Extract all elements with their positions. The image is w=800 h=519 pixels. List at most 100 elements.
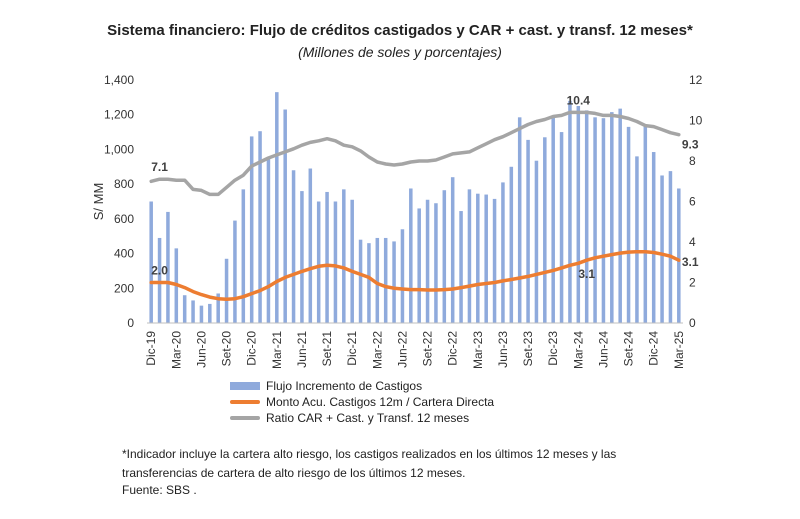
bar bbox=[358, 239, 363, 323]
bar bbox=[342, 189, 346, 323]
bar bbox=[216, 293, 220, 323]
bar bbox=[308, 168, 313, 323]
bar bbox=[300, 191, 304, 323]
bar bbox=[517, 117, 522, 323]
bar bbox=[350, 199, 354, 323]
x-tick-label: Jun-22 bbox=[395, 331, 409, 368]
bar bbox=[157, 237, 162, 323]
bar bbox=[325, 191, 329, 323]
bar bbox=[476, 193, 480, 323]
y2-tick-label: 10 bbox=[689, 114, 703, 128]
bar bbox=[543, 137, 547, 323]
bar bbox=[576, 106, 581, 324]
bar bbox=[400, 229, 405, 323]
bar bbox=[149, 201, 153, 323]
bar bbox=[450, 177, 455, 323]
y-tick-label: 1,400 bbox=[104, 73, 134, 87]
x-tick-label: Mar-24 bbox=[571, 331, 585, 369]
bar bbox=[467, 189, 472, 323]
bar bbox=[291, 170, 296, 323]
data-label: 3.1 bbox=[578, 267, 595, 281]
y-tick-label: 1,000 bbox=[104, 142, 134, 156]
bar bbox=[635, 156, 639, 323]
y2-tick-label: 12 bbox=[689, 73, 703, 87]
bar bbox=[601, 118, 606, 323]
bar bbox=[199, 305, 204, 323]
bar bbox=[417, 208, 421, 323]
bar bbox=[275, 92, 279, 324]
legend-swatch-ratio bbox=[230, 416, 260, 420]
castigos-line bbox=[149, 249, 681, 302]
bar bbox=[559, 132, 564, 323]
bar bbox=[677, 188, 681, 323]
x-tick-label: Dic-20 bbox=[245, 331, 259, 366]
x-tick-label: Jun-21 bbox=[295, 331, 309, 368]
y2-tick-label: 4 bbox=[689, 235, 696, 249]
bar bbox=[610, 112, 614, 323]
bar bbox=[182, 295, 187, 323]
bar bbox=[249, 136, 254, 323]
bar bbox=[166, 211, 170, 323]
bar bbox=[584, 110, 589, 323]
bar bbox=[266, 158, 271, 323]
data-label: 7.1 bbox=[151, 160, 168, 174]
bar bbox=[660, 175, 664, 323]
bar bbox=[668, 171, 673, 323]
bar bbox=[258, 131, 262, 323]
bar bbox=[316, 201, 321, 323]
legend-item-bars: Flujo Incremento de Castigos bbox=[230, 378, 494, 394]
bar bbox=[568, 100, 572, 323]
x-tick-label: Mar-25 bbox=[672, 331, 686, 369]
x-tick-label: Set-20 bbox=[220, 331, 234, 367]
x-tick-label: Dic-21 bbox=[345, 331, 359, 366]
bar bbox=[459, 211, 463, 323]
legend-item-castigos: Monto Acu. Castigos 12m / Cartera Direct… bbox=[230, 394, 494, 410]
y2-tick-label: 6 bbox=[689, 195, 696, 209]
bar bbox=[409, 188, 413, 323]
bar bbox=[434, 203, 438, 323]
data-label: 2.0 bbox=[151, 264, 168, 278]
bar bbox=[283, 109, 287, 323]
legend-label-bars: Flujo Incremento de Castigos bbox=[266, 379, 423, 393]
source-note: Fuente: SBS . bbox=[122, 483, 197, 497]
bar bbox=[392, 241, 396, 323]
footnote: *Indicador incluye la cartera alto riesg… bbox=[122, 447, 617, 480]
bar bbox=[484, 194, 488, 323]
bar bbox=[492, 198, 497, 323]
x-tick-label: Set-22 bbox=[421, 331, 435, 367]
x-tick-label: Dic-24 bbox=[647, 331, 661, 366]
x-tick-label: Mar-22 bbox=[370, 331, 384, 369]
y-tick-label: 1,200 bbox=[104, 108, 134, 122]
y-tick-label: 0 bbox=[127, 316, 134, 330]
data-label: 9.3 bbox=[682, 138, 699, 152]
bar bbox=[534, 160, 539, 323]
legend: Flujo Incremento de Castigos Monto Acu. … bbox=[230, 378, 494, 426]
bar bbox=[509, 166, 514, 323]
x-tick-label: Mar-23 bbox=[471, 331, 485, 369]
x-tick-label: Jun-20 bbox=[194, 331, 208, 368]
bar bbox=[233, 220, 237, 323]
bar bbox=[383, 237, 388, 323]
y-tick-label: 400 bbox=[114, 247, 134, 261]
bar bbox=[442, 190, 447, 323]
ratio-line bbox=[149, 110, 681, 197]
y2-tick-label: 8 bbox=[689, 154, 696, 168]
x-tick-label: Dic-19 bbox=[144, 331, 158, 366]
bar bbox=[651, 152, 656, 323]
bar bbox=[551, 115, 555, 323]
bar bbox=[425, 199, 430, 323]
bar bbox=[367, 243, 371, 323]
legend-item-ratio: Ratio CAR + Cast. y Transf. 12 meses bbox=[230, 410, 494, 426]
y-tick-label: 600 bbox=[114, 212, 134, 226]
y-axis-label: S/ MM bbox=[91, 183, 106, 221]
data-label: 3.1 bbox=[682, 255, 699, 269]
x-tick-label: Dic-22 bbox=[446, 331, 460, 366]
x-tick-label: Set-21 bbox=[320, 331, 334, 367]
bar bbox=[526, 139, 530, 323]
bar bbox=[618, 108, 622, 323]
bar bbox=[333, 201, 338, 323]
legend-label-ratio: Ratio CAR + Cast. y Transf. 12 meses bbox=[266, 411, 470, 425]
bar bbox=[224, 258, 229, 323]
chart-subtitle: (Millones de soles y porcentajes) bbox=[298, 44, 502, 60]
x-tick-label: Set-23 bbox=[521, 331, 535, 367]
